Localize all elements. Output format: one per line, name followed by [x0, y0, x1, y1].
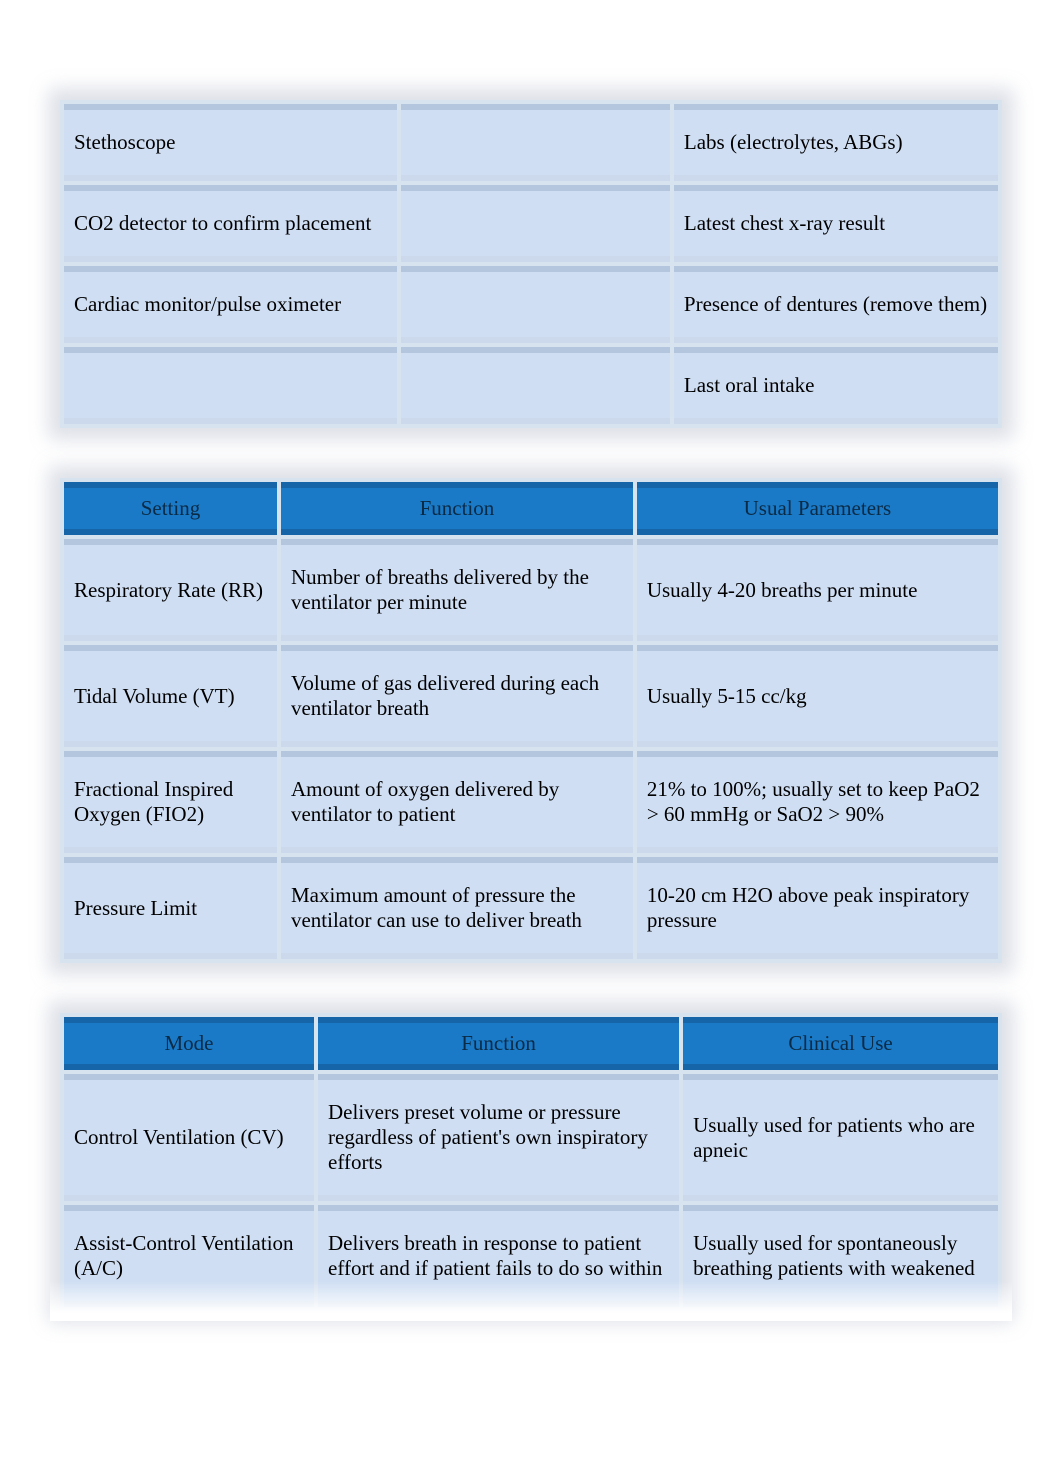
equipment-table-wrap: Stethoscope Labs (electrolytes, ABGs) CO… — [60, 100, 1002, 428]
cell: Control Ventilation (CV) — [64, 1074, 314, 1201]
col-header-function: Function — [318, 1017, 679, 1070]
table-row: CO2 detector to confirm placement Latest… — [64, 185, 998, 262]
col-header-function: Function — [281, 482, 633, 535]
page: Stethoscope Labs (electrolytes, ABGs) CO… — [0, 0, 1062, 1461]
table-row: Stethoscope Labs (electrolytes, ABGs) — [64, 104, 998, 181]
cell: Latest chest x-ray result — [674, 185, 998, 262]
cell: Respiratory Rate (RR) — [64, 539, 277, 641]
col-header-mode: Mode — [64, 1017, 314, 1070]
cell — [401, 185, 670, 262]
col-header-clinical-use: Clinical Use — [683, 1017, 998, 1070]
modes-table: Mode Function Clinical Use Control Venti… — [60, 1013, 1002, 1311]
table-row: Assist-Control Ventilation (A/C) Deliver… — [64, 1205, 998, 1307]
settings-table-wrap: Setting Function Usual Parameters Respir… — [60, 478, 1002, 963]
cell: Delivers preset volume or pressure regar… — [318, 1074, 679, 1201]
cell: Usually 5-15 cc/kg — [637, 645, 998, 747]
modes-table-wrap: Mode Function Clinical Use Control Venti… — [60, 1013, 1002, 1311]
table-row: Cardiac monitor/pulse oximeter Presence … — [64, 266, 998, 343]
cell: Pressure Limit — [64, 857, 277, 959]
cell: Usually used for patients who are apneic — [683, 1074, 998, 1201]
table-row: Respiratory Rate (RR) Number of breaths … — [64, 539, 998, 641]
cell: Assist-Control Ventilation (A/C) — [64, 1205, 314, 1307]
cell: Stethoscope — [64, 104, 397, 181]
table-row: Control Ventilation (CV) Delivers preset… — [64, 1074, 998, 1201]
cell: Usually used for spontaneously breathing… — [683, 1205, 998, 1307]
cell: Presence of dentures (remove them) — [674, 266, 998, 343]
cell: 21% to 100%; usually set to keep PaO2 > … — [637, 751, 998, 853]
cell: CO2 detector to confirm placement — [64, 185, 397, 262]
cell: 10-20 cm H2O above peak inspiratory pres… — [637, 857, 998, 959]
table-row: Fractional Inspired Oxygen (FIO2) Amount… — [64, 751, 998, 853]
cell — [401, 104, 670, 181]
cell: Delivers breath in response to patient e… — [318, 1205, 679, 1307]
table-row: Pressure Limit Maximum amount of pressur… — [64, 857, 998, 959]
cell: Fractional Inspired Oxygen (FIO2) — [64, 751, 277, 853]
table-header-row: Mode Function Clinical Use — [64, 1017, 998, 1070]
cell: Usually 4-20 breaths per minute — [637, 539, 998, 641]
cell — [64, 347, 397, 424]
cell: Tidal Volume (VT) — [64, 645, 277, 747]
equipment-table: Stethoscope Labs (electrolytes, ABGs) CO… — [60, 100, 1002, 428]
cell: Number of breaths delivered by the venti… — [281, 539, 633, 641]
col-header-parameters: Usual Parameters — [637, 482, 998, 535]
table-row: Last oral intake — [64, 347, 998, 424]
cell: Last oral intake — [674, 347, 998, 424]
settings-table: Setting Function Usual Parameters Respir… — [60, 478, 1002, 963]
cell: Labs (electrolytes, ABGs) — [674, 104, 998, 181]
table-header-row: Setting Function Usual Parameters — [64, 482, 998, 535]
cell — [401, 266, 670, 343]
cell: Maximum amount of pressure the ventilato… — [281, 857, 633, 959]
cell: Amount of oxygen delivered by ventilator… — [281, 751, 633, 853]
cell: Volume of gas delivered during each vent… — [281, 645, 633, 747]
cell: Cardiac monitor/pulse oximeter — [64, 266, 397, 343]
table-row: Tidal Volume (VT) Volume of gas delivere… — [64, 645, 998, 747]
col-header-setting: Setting — [64, 482, 277, 535]
cell — [401, 347, 670, 424]
